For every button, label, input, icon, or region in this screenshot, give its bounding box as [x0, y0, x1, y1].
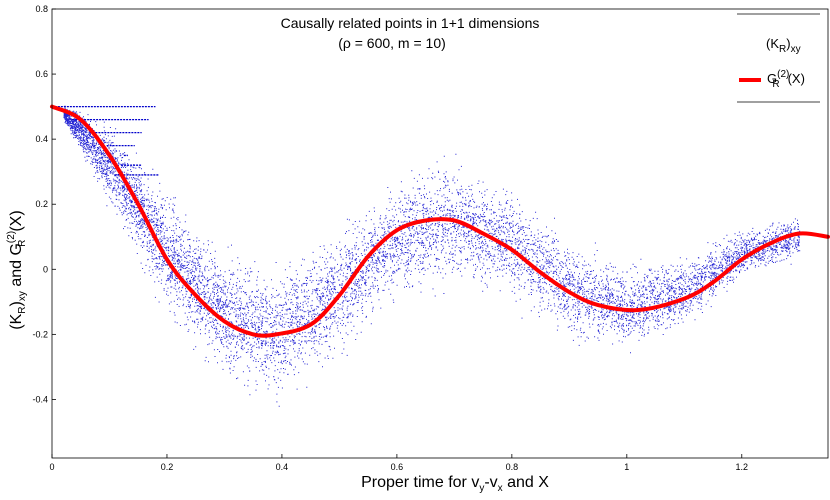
x-tick-label: 1	[624, 462, 629, 472]
legend-scatter-s2: xy	[791, 44, 801, 55]
legend-scatter-p2: )	[786, 36, 790, 51]
scatter-points	[63, 105, 801, 407]
legend-line-p1: G	[767, 71, 777, 86]
y-tick-label: 0.8	[35, 4, 48, 14]
x-tick-label: 0.8	[506, 462, 519, 472]
legend: (KR)xy G(2) R (X)	[737, 13, 820, 103]
plot-frame	[51, 8, 829, 459]
y-axis-label-s2: xy	[17, 291, 28, 301]
scatter-bands	[54, 105, 159, 176]
y-ticks: 0.8 0.6 0.4 0.2 0 -0.2 -0.4	[32, 4, 56, 404]
x-axis-label-main: Proper time for v	[361, 474, 479, 491]
legend-line-s1: R	[772, 79, 779, 90]
x-axis-label-sub2: x	[498, 483, 503, 494]
x-axis-label: Proper time for vy-vx and X	[361, 474, 549, 494]
y-tick-label: 0.4	[35, 134, 48, 144]
legend-scatter-s1: R	[779, 44, 786, 55]
series-line-gr2	[50, 104, 830, 338]
x-tick-label: 0.4	[276, 462, 289, 472]
legend-line-sup: (2)	[777, 69, 789, 80]
y-axis-label-p2: )	[8, 301, 25, 306]
chart-subtitle: (ρ = 600, m = 10)	[338, 35, 446, 51]
y-axis-label-p3: and G	[8, 243, 25, 291]
x-axis-label-tail: and X	[503, 474, 550, 491]
y-axis-label-p1: (K	[8, 313, 25, 329]
legend-line-label: G(2) R (X)	[767, 69, 805, 90]
y-axis-label-s1: R	[17, 306, 28, 313]
x-ticks: 0 0.2 0.4 0.6 0.8 1 1.2	[49, 454, 748, 472]
y-axis-label-p4: (X)	[8, 210, 25, 231]
y-axis-label: (KR)xy and G(2)R(X)	[6, 210, 28, 329]
legend-scatter-label: (KR)xy	[766, 36, 801, 55]
x-tick-label: 0.6	[391, 462, 404, 472]
x-axis-label-sub1: y	[479, 483, 484, 494]
legend-line-p2: (X)	[788, 71, 805, 86]
y-tick-label: -0.4	[32, 394, 48, 404]
y-tick-label: 0.2	[35, 199, 48, 209]
y-axis-label-sup: (2)	[6, 231, 17, 243]
legend-scatter-p1: (K	[766, 36, 779, 51]
scatter-cloud	[63, 105, 801, 407]
x-tick-label: 0.2	[161, 462, 174, 472]
chart-title: Causally related points in 1+1 dimension…	[281, 15, 540, 31]
x-axis-label-mid: -v	[484, 474, 497, 491]
x-tick-label: 0	[49, 462, 54, 472]
y-tick-label: 0.6	[35, 69, 48, 79]
y-tick-label: 0	[43, 264, 48, 274]
y-axis-label-s3: R	[17, 240, 28, 247]
y-tick-label: -0.2	[32, 329, 48, 339]
x-tick-label: 1.2	[736, 462, 749, 472]
